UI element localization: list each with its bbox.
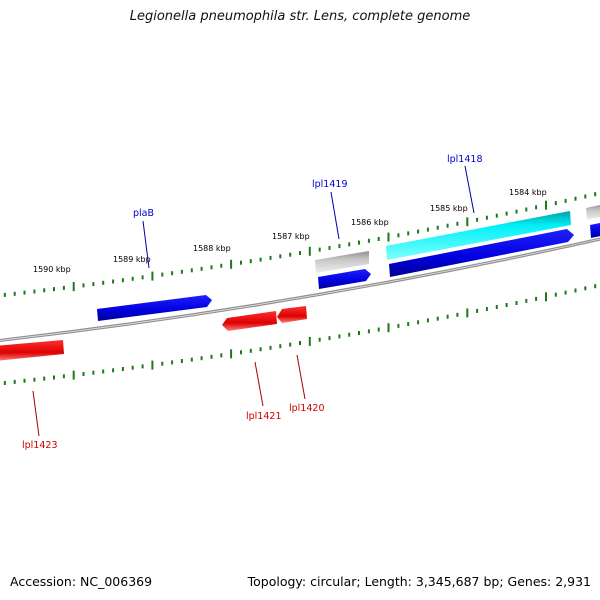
genome-title: Legionella pneumophila str. Lens, comple… xyxy=(129,9,471,24)
leader-lpl1420 xyxy=(296,354,306,400)
kbp-label-1585: 1585 kbp xyxy=(430,204,468,213)
feature-grey-right[interactable] xyxy=(586,204,600,220)
gene-label-lpl1423[interactable]: lpl1423 xyxy=(22,440,58,451)
gene-label-plaB[interactable]: plaB xyxy=(133,208,154,219)
gene-plaB-arrow[interactable] xyxy=(97,295,212,321)
kbp-label-1590: 1590 kbp xyxy=(33,265,71,274)
leader-lpl1423 xyxy=(32,390,40,437)
upper-scale-ticks xyxy=(3,192,597,297)
gene-right-edge-arrow[interactable] xyxy=(590,222,600,238)
kbp-label-1584: 1584 kbp xyxy=(509,188,547,197)
gene-label-lpl1420[interactable]: lpl1420 xyxy=(289,403,325,414)
kbp-label-1586: 1586 kbp xyxy=(351,218,389,227)
leader-lpl1418 xyxy=(464,165,475,214)
genome-summary-text: Topology: circular; Length: 3,345,687 bp… xyxy=(247,574,591,589)
kbp-label-1589: 1589 kbp xyxy=(113,255,151,264)
gene-lpl1419-arrow[interactable] xyxy=(318,269,371,289)
feature-grey-lpl1419[interactable] xyxy=(315,251,369,273)
gene-lpl1418-highlight[interactable] xyxy=(386,211,571,260)
gene-lpl1418-arrow[interactable] xyxy=(389,229,574,277)
gene-lpl1423-arrow[interactable] xyxy=(0,340,64,361)
gene-label-lpl1418[interactable]: lpl1418 xyxy=(447,154,483,165)
accession-text: Accession: NC_006369 xyxy=(10,574,153,589)
gene-lpl1420-arrow[interactable] xyxy=(277,306,307,323)
leader-plaB xyxy=(142,220,150,269)
gene-label-lpl1419[interactable]: lpl1419 xyxy=(312,179,348,190)
kbp-label-1587: 1587 kbp xyxy=(272,232,310,241)
kbp-label-1588: 1588 kbp xyxy=(193,244,231,253)
leader-lpl1419 xyxy=(330,191,340,240)
lower-scale-ticks xyxy=(3,284,597,385)
gene-lpl1421-arrow[interactable] xyxy=(222,311,277,331)
leader-lpl1421 xyxy=(254,361,264,407)
gene-label-lpl1421[interactable]: lpl1421 xyxy=(246,411,282,422)
